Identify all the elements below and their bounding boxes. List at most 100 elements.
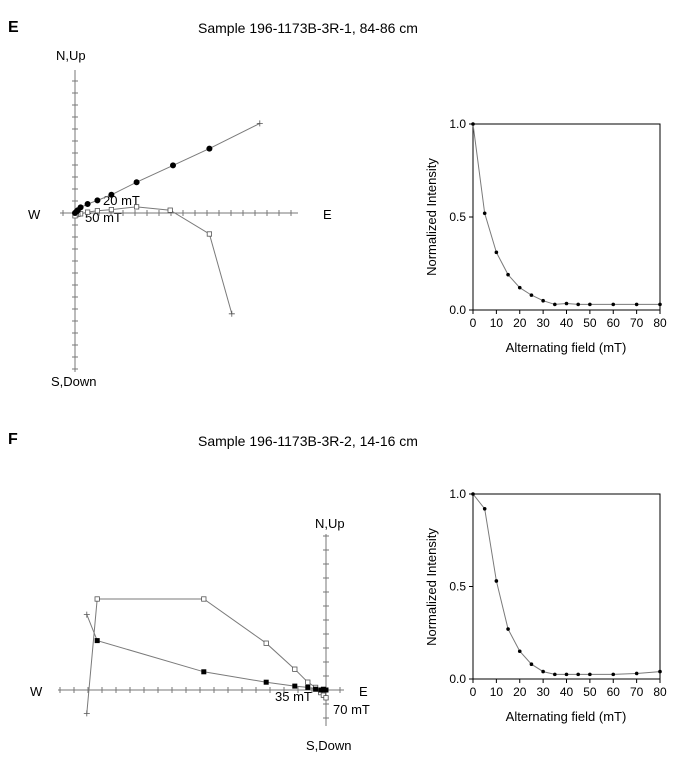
data-point xyxy=(517,649,522,654)
data-point xyxy=(292,666,298,672)
x-tick-label: 40 xyxy=(560,316,574,330)
data-point xyxy=(318,687,324,693)
axis-label-east: E xyxy=(323,207,332,222)
axis-label-west: W xyxy=(30,684,43,699)
data-point xyxy=(471,492,475,496)
data-point xyxy=(201,669,207,675)
x-tick-label: 70 xyxy=(630,316,644,330)
data-point xyxy=(133,204,140,210)
y-tick-label: 1.0 xyxy=(449,487,466,501)
panel-title-f: Sample 196-1173B-3R-2, 14-16 cm xyxy=(198,433,418,449)
data-point xyxy=(611,672,616,677)
data-point xyxy=(553,672,557,677)
data-point xyxy=(94,208,100,214)
data-point xyxy=(553,302,557,307)
x-tick-label: 10 xyxy=(490,685,504,699)
data-point xyxy=(506,627,510,631)
x-tick-label: 30 xyxy=(536,316,550,330)
data-point xyxy=(313,686,319,692)
series-line xyxy=(472,123,660,305)
data-point xyxy=(634,302,639,307)
data-point xyxy=(206,145,213,152)
data-point xyxy=(133,179,140,186)
data-point xyxy=(541,669,545,674)
data-point xyxy=(94,596,100,602)
x-tick-label: 20 xyxy=(513,685,527,699)
x-tick-label: 80 xyxy=(653,316,667,330)
data-point xyxy=(482,211,487,216)
plot-frame xyxy=(472,493,661,680)
panel-letter-e: E xyxy=(8,19,19,36)
zijderveld-plot-f: N,Up S,Down W E 35 mT 70 mT xyxy=(30,516,370,753)
panel-title-e: Sample 196-1173B-3R-1, 84-86 cm xyxy=(198,20,418,36)
annotation-step-label: 50 mT xyxy=(85,210,122,225)
data-point xyxy=(494,250,499,255)
x-tick-label: 60 xyxy=(607,316,621,330)
data-point xyxy=(263,679,269,685)
x-tick-label: 60 xyxy=(607,685,621,699)
data-point xyxy=(228,310,235,317)
axis-label-west: W xyxy=(28,207,41,222)
x-axis-label: Alternating field (mT) xyxy=(506,340,627,355)
data-point xyxy=(84,201,91,208)
data-point xyxy=(263,640,269,646)
data-point xyxy=(94,638,100,644)
x-tick-label: 50 xyxy=(583,685,597,699)
axis-label-north: N,Up xyxy=(315,516,345,531)
data-point xyxy=(83,710,90,717)
annotation-step-label: 70 mT xyxy=(333,702,370,717)
y-axis-label: Normalized Intensity xyxy=(424,528,439,646)
data-point xyxy=(323,687,329,693)
data-point xyxy=(72,210,78,216)
intensity-plot-f: Alternating field (mT) Normalized Intens… xyxy=(424,487,667,724)
data-point xyxy=(206,231,212,237)
data-point xyxy=(305,684,311,690)
data-point xyxy=(529,293,534,297)
data-point xyxy=(108,207,114,213)
data-point xyxy=(576,672,580,677)
data-point xyxy=(201,596,207,602)
data-point xyxy=(494,579,499,583)
data-point xyxy=(94,197,101,204)
data-point xyxy=(305,679,311,685)
data-point xyxy=(85,209,91,215)
data-point xyxy=(108,191,115,198)
series-line-horizontal xyxy=(86,614,327,691)
data-point xyxy=(576,302,580,307)
data-point xyxy=(256,120,263,127)
y-tick-label: 0.0 xyxy=(449,303,466,317)
data-point xyxy=(564,301,569,306)
data-point xyxy=(529,662,534,666)
annotation-step-label: 35 mT xyxy=(275,689,312,704)
x-tick-label: 20 xyxy=(513,316,527,330)
data-point xyxy=(292,683,298,689)
x-tick-label: 30 xyxy=(536,685,550,699)
x-tick-label: 0 xyxy=(470,316,477,330)
data-point xyxy=(320,686,326,692)
data-point xyxy=(541,298,545,303)
data-point xyxy=(471,122,475,126)
y-axis-label: Normalized Intensity xyxy=(424,158,439,276)
zijderveld-plot-e: N,Up S,Down W E 20 mT 50 mT xyxy=(28,48,332,389)
data-point xyxy=(323,695,329,701)
data-point xyxy=(170,162,176,169)
x-tick-label: 70 xyxy=(630,685,644,699)
intensity-plot-e: Alternating field (mT) Normalized Intens… xyxy=(424,117,667,355)
data-point xyxy=(517,285,522,290)
x-tick-label: 40 xyxy=(560,685,574,699)
data-point xyxy=(658,669,662,674)
x-tick-label: 80 xyxy=(653,685,667,699)
data-point xyxy=(482,507,487,511)
axis-label-south: S,Down xyxy=(306,738,352,753)
y-tick-label: 0.5 xyxy=(449,580,466,594)
x-tick-label: 50 xyxy=(583,316,597,330)
series-line xyxy=(472,493,661,675)
x-axis-label: Alternating field (mT) xyxy=(506,709,627,724)
data-point xyxy=(588,672,592,677)
axis-label-south: S,Down xyxy=(51,374,97,389)
data-point xyxy=(588,302,592,307)
y-tick-label: 0.5 xyxy=(449,210,466,224)
data-point xyxy=(658,302,662,307)
data-point xyxy=(634,671,639,676)
